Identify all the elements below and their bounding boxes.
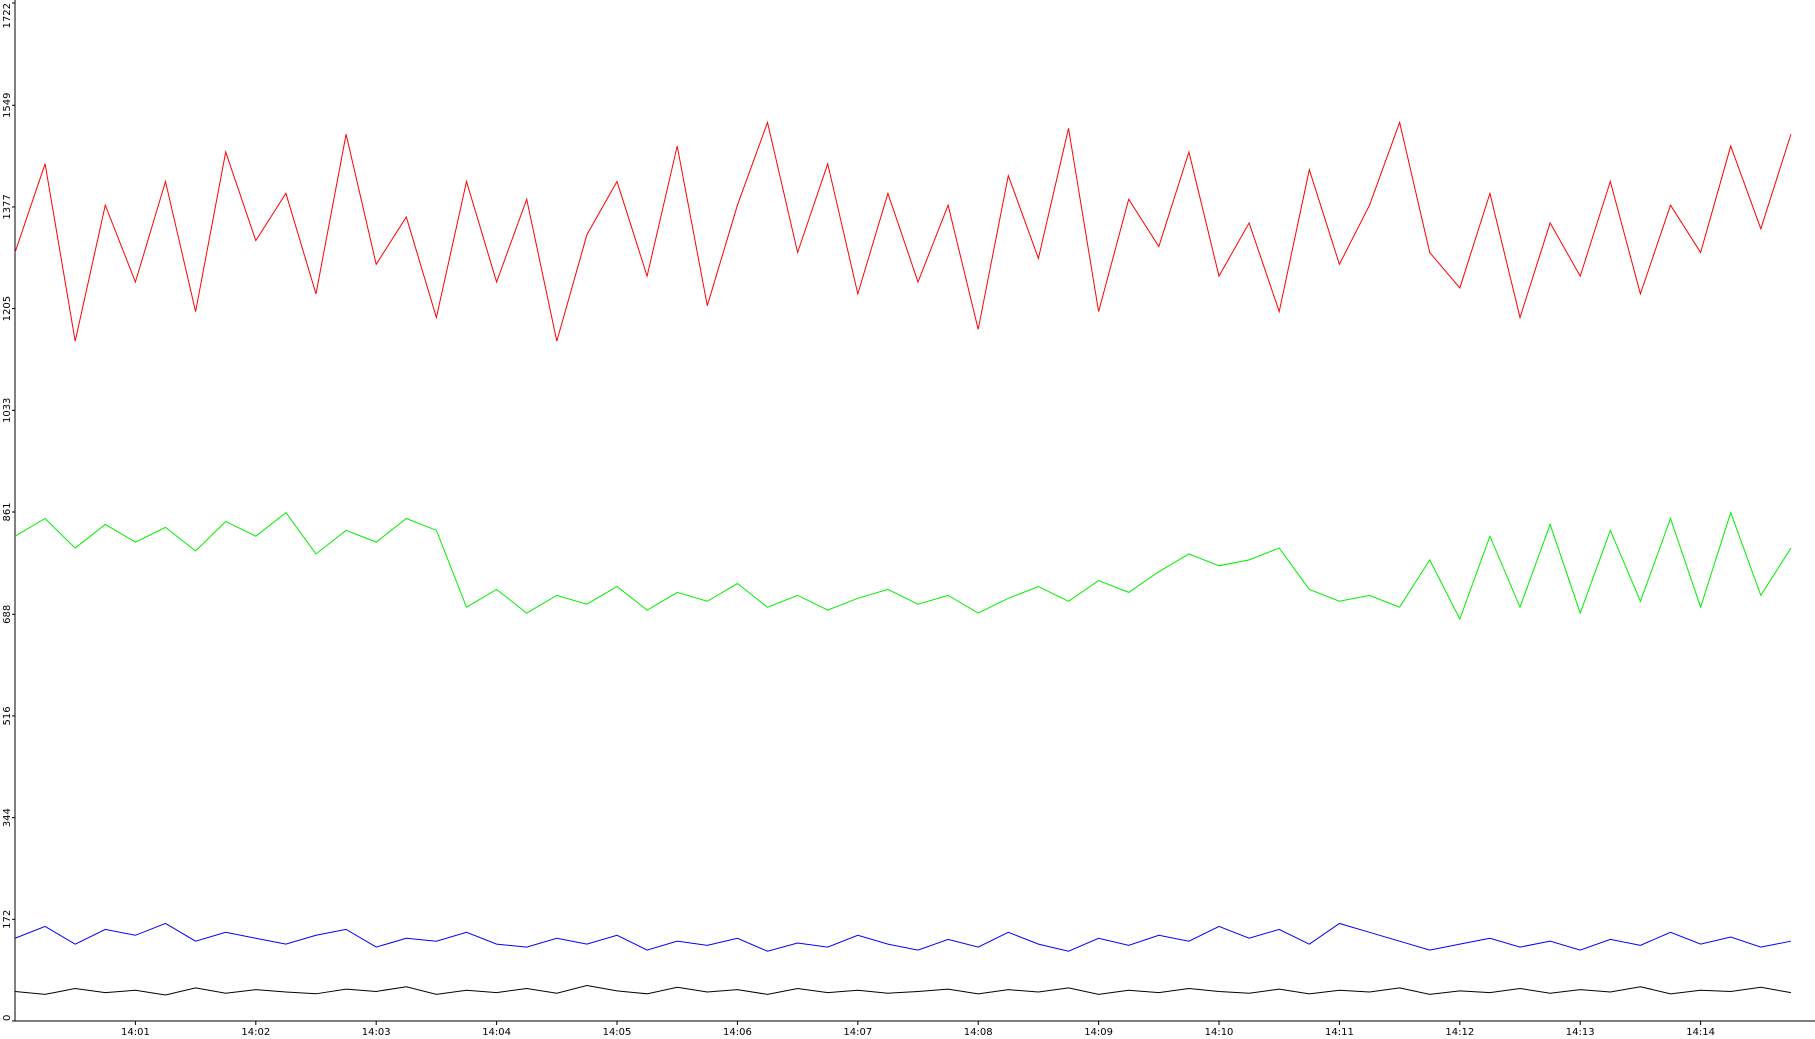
y-tick-label: 1549 [2, 93, 13, 118]
y-tick-label: 1205 [2, 296, 13, 321]
x-tick-label: 14:10 [1205, 1027, 1234, 1038]
y-tick-label: 172 [2, 910, 13, 929]
x-tick-label: 14:05 [603, 1027, 632, 1038]
x-tick-label: 14:03 [362, 1027, 391, 1038]
y-tick-label: 0 [2, 1015, 13, 1021]
y-tick-label: 1033 [2, 398, 13, 423]
y-tick-label: 688 [2, 605, 13, 624]
y-tick-label: 344 [2, 808, 13, 827]
x-tick-label: 14:04 [482, 1027, 511, 1038]
x-tick-label: 14:02 [241, 1027, 270, 1038]
y-tick-label: 1377 [2, 194, 13, 219]
x-tick-label: 14:07 [843, 1027, 872, 1038]
x-tick-label: 14:11 [1325, 1027, 1354, 1038]
x-tick-label: 14:01 [121, 1027, 150, 1038]
series-line [14, 922, 1792, 952]
series-line [14, 511, 1792, 621]
y-tick-label: 1722 [2, 3, 13, 28]
x-tick-label: 14:08 [964, 1027, 993, 1038]
x-tick-label: 14:13 [1566, 1027, 1595, 1038]
x-tick-label: 14:09 [1084, 1027, 1113, 1038]
series-line [14, 985, 1792, 996]
x-tick-label: 14:06 [723, 1027, 752, 1038]
y-tick-label: 861 [2, 502, 13, 521]
x-tick-label: 14:14 [1686, 1027, 1715, 1038]
x-tick-label: 14:12 [1445, 1027, 1474, 1038]
y-tick-label: 516 [2, 706, 13, 725]
series-line [14, 120, 1792, 342]
